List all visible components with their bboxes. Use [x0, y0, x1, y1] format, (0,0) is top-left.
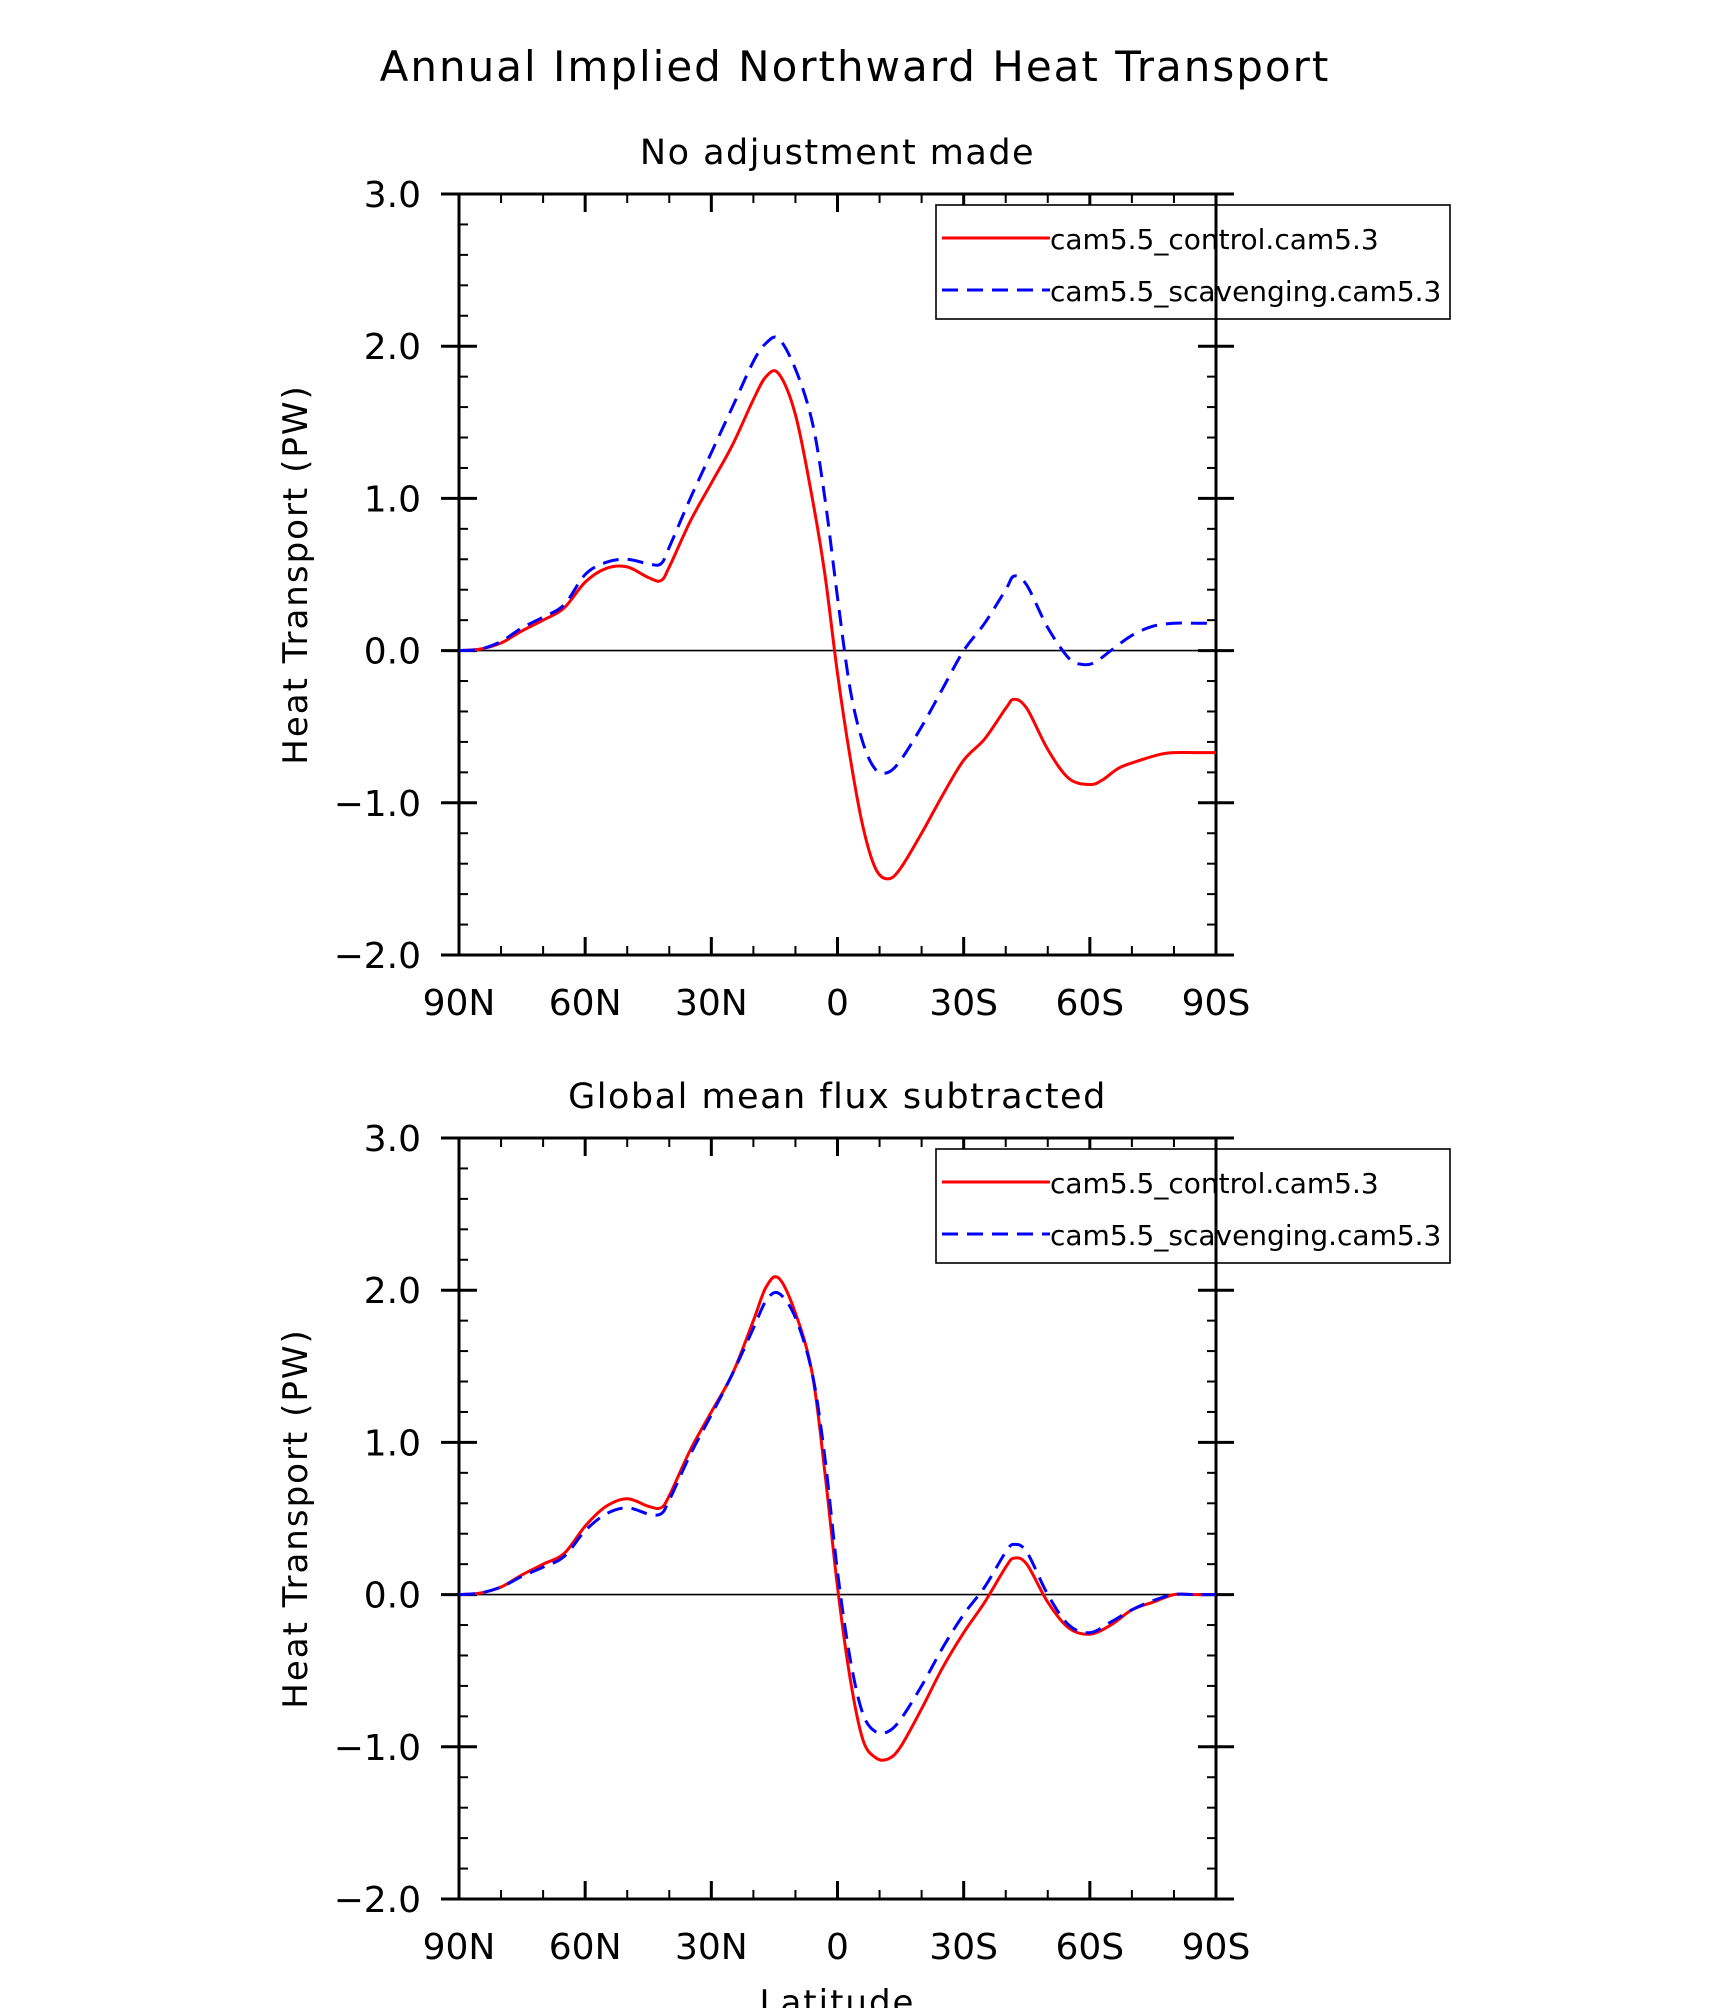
x-tick-label: 60S	[1055, 983, 1124, 1024]
x-axis-label: Latitude	[760, 1983, 916, 2008]
series-line-control	[459, 369, 1216, 881]
x-tick-label: 60N	[549, 1927, 622, 1968]
x-tick-label: 0	[826, 983, 849, 1024]
legend-label: cam5.5_control.cam5.3	[1050, 1167, 1379, 1200]
x-tick-label: 60N	[549, 983, 622, 1024]
y-tick-label: 3.0	[364, 175, 421, 216]
y-tick-label: 0.0	[364, 632, 421, 673]
x-tick-label: 90S	[1182, 983, 1251, 1024]
y-tick-label: −2.0	[334, 936, 421, 977]
legend-label: cam5.5_scavenging.cam5.3	[1050, 275, 1441, 308]
legend-box	[935, 204, 1451, 320]
series-line-control	[459, 1275, 1216, 1762]
chart-panel-1: No adjustment made3.02.01.00.0−1.0−2.090…	[276, 133, 1451, 1024]
x-tick-label: 90N	[423, 983, 496, 1024]
panel-title: Global mean flux subtracted	[568, 1077, 1107, 1117]
y-tick-label: −2.0	[334, 1880, 421, 1921]
y-tick-label: 1.0	[364, 1423, 421, 1464]
figure-title: Annual Implied Northward Heat Transport	[379, 42, 1331, 91]
y-axis-label: Heat Transport (PW)	[276, 384, 316, 764]
x-tick-label: 30N	[675, 1927, 748, 1968]
y-axis-label: Heat Transport (PW)	[276, 1328, 316, 1708]
series-line-scavenging	[459, 335, 1216, 775]
series-line-scavenging	[459, 1290, 1216, 1735]
y-tick-label: 1.0	[364, 479, 421, 520]
chart-panel-2: Global mean flux subtracted 3.0 2.0 1.0 0.0 −…	[276, 1077, 1451, 2008]
legend-label: cam5.5_control.cam5.3	[1050, 223, 1379, 256]
y-tick-label: 2.0	[364, 327, 421, 368]
x-tick-label: 0	[826, 1927, 849, 1968]
x-tick-label: 90S	[1182, 1927, 1251, 1968]
y-tick-label: −1.0	[334, 1728, 421, 1769]
x-tick-label: 30S	[929, 1927, 998, 1968]
x-tick-label: 90N	[423, 1927, 496, 1968]
x-tick-label: 60S	[1055, 1927, 1124, 1968]
x-tick-label: 30N	[675, 983, 748, 1024]
y-tick-label: 0.0	[364, 1576, 421, 1617]
panel-title: No adjustment made	[640, 133, 1035, 173]
legend-box	[935, 1148, 1451, 1264]
x-tick-label: 30S	[929, 983, 998, 1024]
legend-label: cam5.5_scavenging.cam5.3	[1050, 1219, 1441, 1252]
y-tick-label: −1.0	[334, 784, 421, 825]
y-tick-label: 2.0	[364, 1271, 421, 1312]
y-tick-label: 3.0	[364, 1119, 421, 1160]
